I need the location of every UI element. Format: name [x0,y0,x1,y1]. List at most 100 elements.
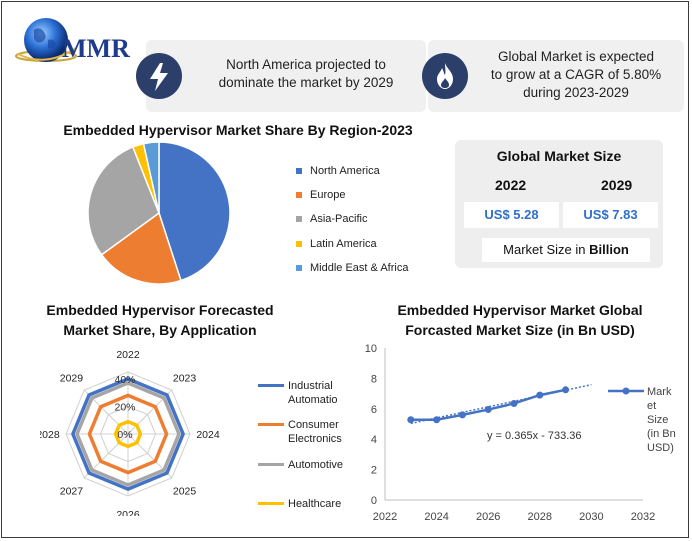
legend-label: Europe [310,189,346,201]
scatter-point [562,386,570,394]
legend-swatch [296,216,302,222]
scatter-chart: 0 2 4 6 8 10 2022 2024 2026 2028 2030 2032 y = 0.365… [365,343,676,523]
callout-north-america: North America projected to dominate the … [136,40,426,112]
market-size-value-2029: US$ 7.83 [563,202,658,228]
pie-legend-item-north-america: North America [296,165,380,177]
scatter-trendline-equation: y = 0.365x - 733.36 [487,430,581,442]
flame-icon [437,63,453,89]
scatter-point [407,416,415,424]
pie-legend-item-europe: Europe [296,189,345,201]
legend-swatch [296,192,302,198]
radar-category-label: 2022 [116,349,140,361]
scatter-legend-label: Mark [647,386,672,398]
radar-category-label: 2029 [60,372,84,384]
radar-tick-label: 0% [117,429,132,441]
scatter-point [484,406,492,414]
lightning-icon [150,63,168,91]
market-size-title: Global Market Size [496,148,622,164]
market-size-unit-prefix: Market Size in [503,242,590,257]
radar-category-label: 2027 [60,486,84,498]
legend-label: Latin America [310,238,377,250]
logo-text: MMR [62,34,130,63]
scatter-y-tick-label: 10 [365,343,377,355]
callout-north-america-text: North America projected to dominate the … [196,56,416,92]
scatter-trendline [410,383,592,425]
market-size-unit-bold: Billion [589,242,629,257]
scatter-x-tick-label: 2026 [476,511,500,523]
scatter-y-tick-label: 6 [371,404,377,416]
pie-chart [87,141,231,285]
radar-tick-label: 20% [114,401,135,413]
legend-line-swatch [258,463,284,466]
market-size-value-2022: US$ 5.28 [464,202,559,228]
scatter-x-tick-label: 2032 [631,511,655,523]
radar-category-label: 2024 [196,429,220,441]
scatter-x-tick-label: 2028 [528,511,552,523]
pie-slice-north-america [158,141,231,282]
market-size-year-2029: 2029 [601,177,633,193]
radar-series-healthcare [113,419,143,449]
radar-title-line1: Embedded Hypervisor Forecasted [46,302,274,318]
radar-series-automotive [75,381,181,487]
scatter-chart-title: Embedded Hypervisor Market Global Forcas… [370,300,670,340]
globe-icon [15,18,77,62]
callout-cagr-line2: to grow at a CAGR of 5.80% [490,67,662,82]
mmr-logo: MMR [10,10,140,70]
scatter-legend-label: USD) [647,442,674,454]
legend-line-swatch [258,502,284,505]
scatter-legend-label: (in Bn [647,428,676,440]
legend-line-swatch [258,423,284,426]
scatter-legend-label: et [647,400,656,412]
scatter-x-tick-label: 2030 [579,511,603,523]
market-size-year-2022: 2022 [495,177,527,193]
callout-cagr-text: Global Market is expected to grow at a C… [470,48,682,102]
radar-category-label: 2028 [40,429,60,441]
pie-chart-title: Embedded Hypervisor Market Share By Regi… [63,122,413,138]
scatter-point [458,411,466,419]
radar-chart: 0% 20% 40% 2022 2023 2024 2025 2026 2027 2028 2029 [40,349,220,516]
market-size-unit-note: Market Size in Billion [482,238,650,262]
market-size-card: Global Market Size 2022 2029 US$ 5.28 US… [455,140,663,268]
scatter-x-tick-label: 2022 [373,511,397,523]
radar-series-industrial-automatio [71,377,185,491]
callout-cagr-line3: during 2023-2029 [523,85,629,100]
legend-swatch [296,241,302,247]
scatter-y-tick-label: 2 [371,465,377,477]
legend-label: North America [310,165,380,177]
legend-label: Middle East & Africa [310,262,409,274]
scatter-legend-label: Size [647,414,668,426]
scatter-y-tick-label: 0 [371,495,377,507]
pie-legend-item-latin-america: Latin America [296,238,377,250]
radar-category-label: 2026 [116,509,140,516]
legend-label: Industrial Automatio [288,380,338,406]
legend-label: Asia-Pacific [310,213,368,225]
callout-cagr-line1: Global Market is expected [497,49,655,64]
radar-category-label: 2023 [173,372,197,384]
scatter-point [510,399,518,407]
radar-tick-label: 40% [114,374,135,386]
scatter-title-line2: Forcasted Market Size (in Bn USD) [405,322,635,338]
scatter-title-line1: Embedded Hypervisor Market Global [397,302,643,318]
legend-swatch [296,265,302,271]
legend-label: Healthcare [288,498,342,510]
pie-legend-item-asia-pacific: Asia-Pacific [296,213,367,225]
scatter-x-tick-label: 2024 [424,511,448,523]
scatter-point [433,416,441,424]
pie-slice-asia-pacific [87,146,160,256]
scatter-point [536,391,544,399]
pie-slice-middle-east-africa [142,141,160,214]
radar-chart-title: Embedded Hypervisor Forecasted Market Sh… [30,300,290,340]
pie-legend-item-middle-east-africa: Middle East & Africa [296,262,408,274]
callout-cagr: Global Market is expected to grow at a C… [422,40,684,112]
radar-series-consumer-electronics [87,393,169,475]
radar-category-label: 2025 [173,486,197,498]
legend-label: Consumer Electronics [288,419,342,445]
pie-slice-europe [100,211,182,285]
legend-swatch [296,168,302,174]
legend-label: Automotive [288,459,344,471]
legend-line-swatch [258,384,284,387]
scatter-legend-marker [622,387,630,395]
scatter-y-tick-label: 8 [371,373,377,385]
callout-north-america-line1: North America projected to [226,57,386,72]
